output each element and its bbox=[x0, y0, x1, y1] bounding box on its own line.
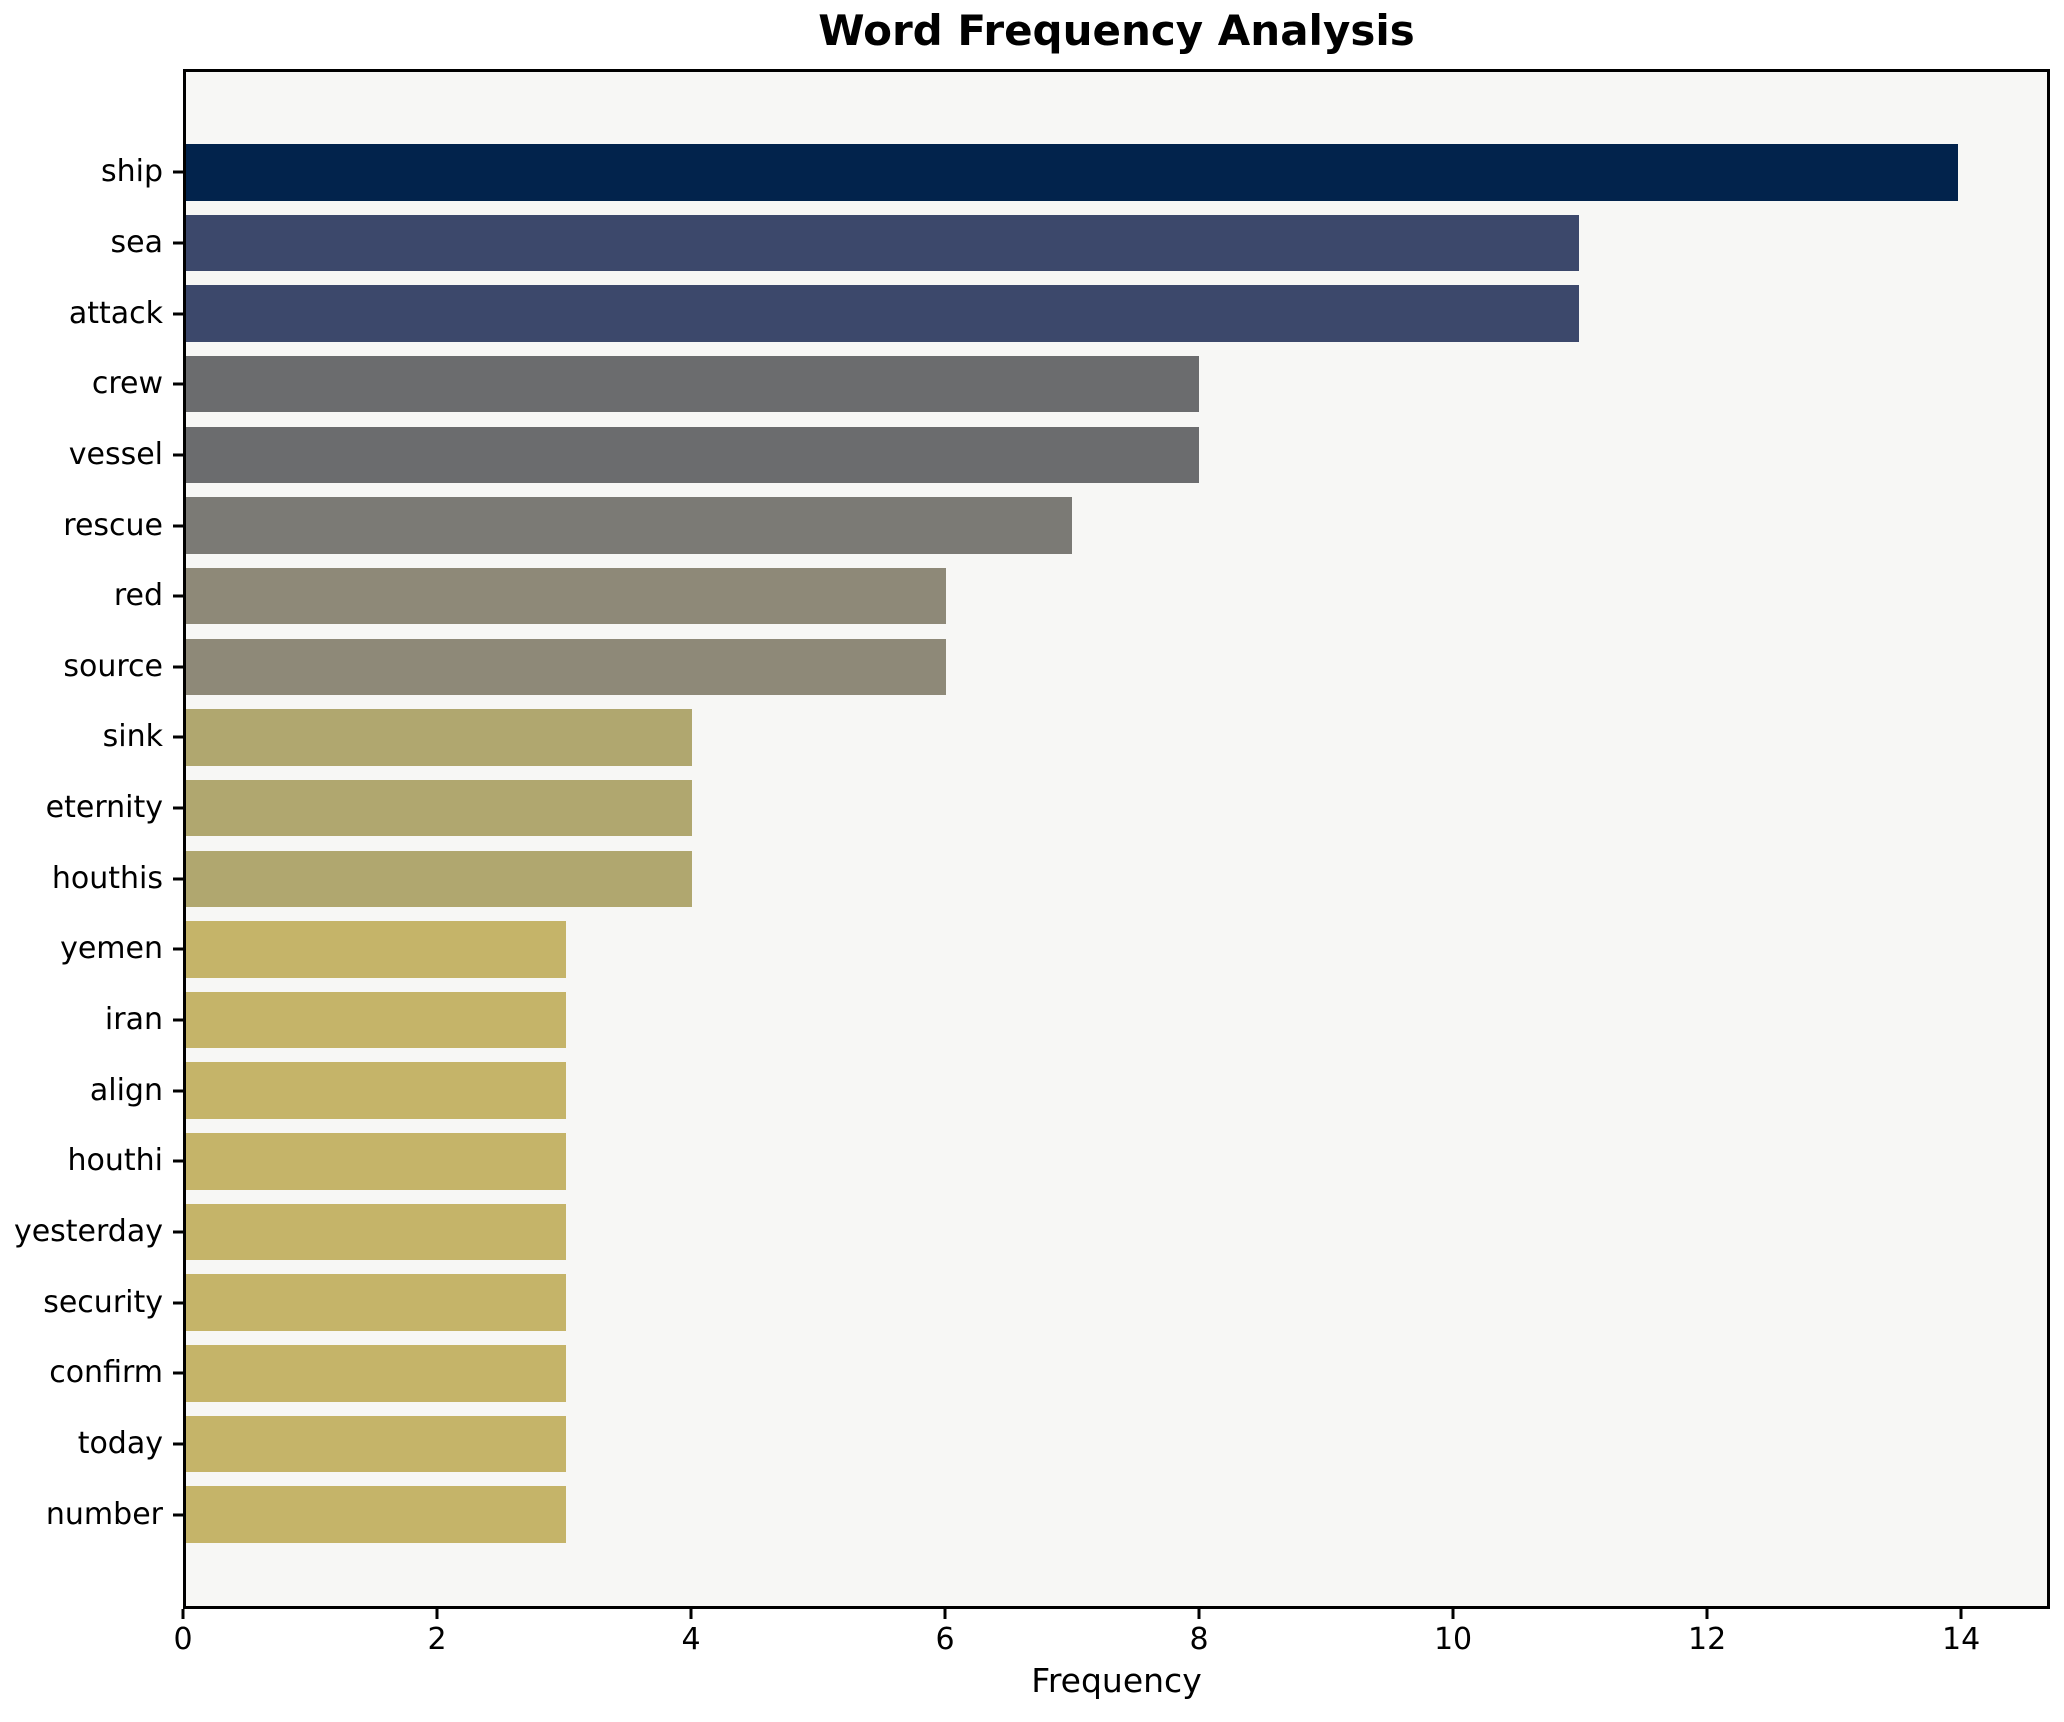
y-tick bbox=[173, 524, 183, 527]
y-tick bbox=[173, 1159, 183, 1163]
y-tick-label-eternity: eternity bbox=[45, 790, 163, 826]
x-tick bbox=[943, 1609, 947, 1619]
y-tick bbox=[173, 312, 183, 316]
bar-iran bbox=[186, 991, 566, 1049]
y-tick-label-houthi: houthi bbox=[67, 1143, 164, 1179]
y-tick bbox=[173, 877, 183, 881]
y-tick bbox=[173, 1513, 183, 1517]
y-tick bbox=[173, 170, 183, 174]
y-tick-label-sea: sea bbox=[110, 224, 163, 260]
y-tick bbox=[173, 382, 183, 386]
x-tick-label-4: 4 bbox=[681, 1622, 701, 1657]
y-tick bbox=[173, 735, 183, 739]
x-axis: 0 2 4 6 8 10 12 14 bbox=[173, 1609, 2050, 1669]
y-tick-label-crew: crew bbox=[91, 366, 163, 402]
y-tick-label-align: align bbox=[89, 1072, 163, 1108]
y-tick-label-yemen: yemen bbox=[60, 931, 163, 967]
y-tick bbox=[173, 1371, 183, 1375]
y-tick bbox=[173, 806, 183, 810]
bar-attack bbox=[186, 285, 1579, 342]
bar-ship bbox=[186, 144, 1959, 201]
y-tick-label-sink: sink bbox=[102, 719, 163, 755]
bar-red bbox=[186, 567, 946, 625]
bar-vessel bbox=[186, 426, 1199, 484]
y-tick-label-number: number bbox=[45, 1496, 163, 1532]
y-tick bbox=[173, 453, 183, 457]
y-tick bbox=[173, 594, 183, 598]
y-tick-label-red: red bbox=[113, 578, 163, 614]
y-tick bbox=[173, 1301, 183, 1305]
y-tick bbox=[173, 1230, 183, 1234]
chart-title: Word Frequency Analysis bbox=[818, 6, 1415, 55]
x-tick bbox=[1705, 1609, 1709, 1619]
y-tick-label-iran: iran bbox=[104, 1002, 163, 1038]
y-tick bbox=[173, 1089, 183, 1093]
x-tick bbox=[1451, 1609, 1455, 1619]
y-tick-label-yesterday: yesterday bbox=[13, 1214, 163, 1249]
x-tick-label-10: 10 bbox=[1433, 1622, 1473, 1657]
bar-rescue bbox=[186, 497, 1073, 554]
x-tick-label-14: 14 bbox=[1942, 1622, 1981, 1657]
y-tick bbox=[173, 241, 183, 245]
bar-yemen bbox=[186, 921, 566, 978]
y-tick bbox=[173, 665, 183, 669]
bar-sea bbox=[186, 214, 1579, 272]
bar-today bbox=[186, 1415, 566, 1473]
y-tick bbox=[173, 1018, 183, 1022]
x-tick-label-8: 8 bbox=[1189, 1622, 1209, 1657]
bar-yesterday bbox=[186, 1203, 566, 1261]
y-tick-label-attack: attack bbox=[68, 295, 163, 331]
y-tick-label-houthis: houthis bbox=[51, 860, 163, 896]
bar-security bbox=[186, 1274, 566, 1331]
y-tick bbox=[173, 1442, 183, 1446]
y-tick bbox=[173, 947, 183, 951]
bar-align bbox=[186, 1062, 566, 1119]
bar-crew bbox=[186, 355, 1199, 413]
y-tick-label-vessel: vessel bbox=[68, 436, 163, 472]
x-tick-label-12: 12 bbox=[1687, 1622, 1727, 1657]
y-tick-label-rescue: rescue bbox=[63, 507, 163, 543]
y-tick-label-security: security bbox=[43, 1284, 163, 1320]
x-tick bbox=[181, 1609, 185, 1619]
bar-confirm bbox=[186, 1345, 566, 1402]
y-tick-label-source: source bbox=[63, 648, 163, 684]
y-tick-label-confirm: confirm bbox=[49, 1355, 163, 1391]
x-tick bbox=[689, 1609, 693, 1619]
plot-area: ship sea attack crew vessel rescue red source si… bbox=[14, 69, 2050, 1609]
bar-sink bbox=[186, 709, 693, 766]
x-tick-label-0: 0 bbox=[173, 1622, 193, 1657]
x-axis-label: Frequency bbox=[1031, 1661, 1202, 1700]
y-tick-label-today: today bbox=[77, 1425, 163, 1461]
x-tick bbox=[1197, 1609, 1201, 1619]
bar-number bbox=[186, 1486, 566, 1543]
x-tick bbox=[435, 1609, 439, 1619]
x-tick-label-6: 6 bbox=[935, 1622, 955, 1657]
bar-eternity bbox=[186, 779, 693, 837]
bar-source bbox=[186, 638, 946, 696]
bar-houthi bbox=[186, 1133, 566, 1190]
x-tick bbox=[1959, 1609, 1963, 1619]
y-tick-label-ship: ship bbox=[100, 154, 163, 190]
bar-houthis bbox=[186, 850, 693, 907]
x-tick-label-2: 2 bbox=[427, 1622, 447, 1657]
